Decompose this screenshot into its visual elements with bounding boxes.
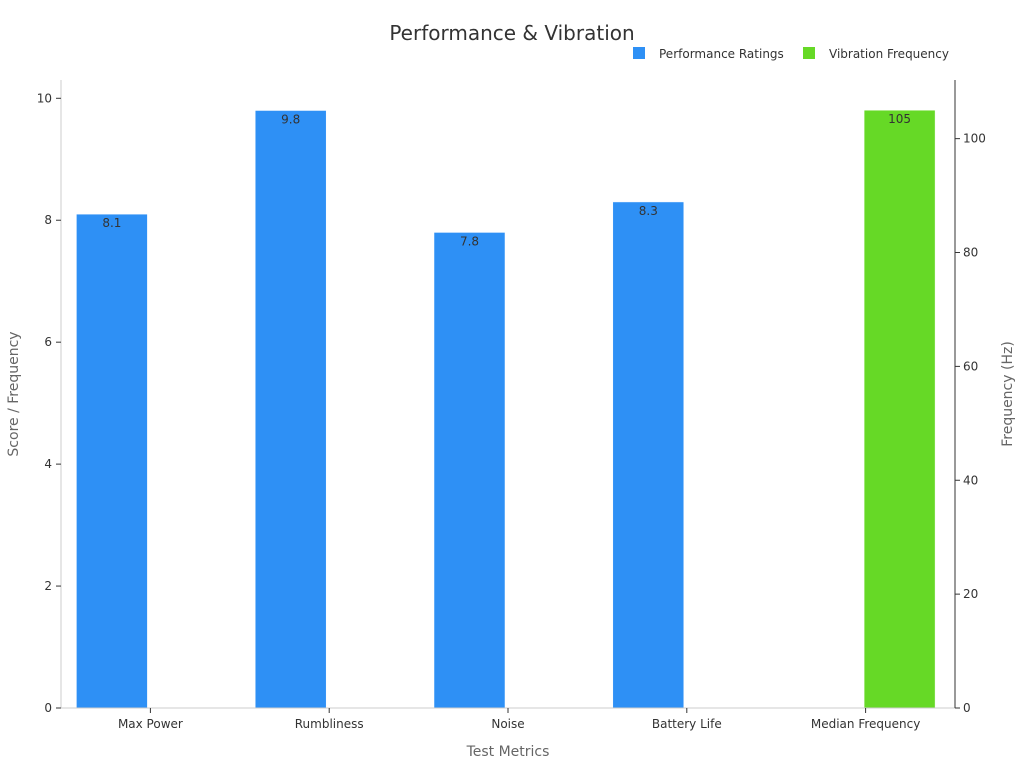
y-tick-label: 8 [44, 213, 52, 227]
y2-axis-ticks: 0 20 40 60 80 100 [955, 132, 986, 715]
legend: Performance Ratings Vibration Frequency [633, 47, 949, 61]
x-tick-label: Noise [491, 717, 524, 731]
y2-tick-label: 0 [963, 701, 971, 715]
y2-tick-label: 40 [963, 473, 978, 487]
x-tick-label: Max Power [118, 717, 183, 731]
data-labels: 8.1 9.8 7.8 8.3 105 [102, 112, 911, 248]
data-label: 8.3 [639, 204, 658, 218]
bars [76, 109, 936, 709]
legend-swatch-vibration-frequency [803, 47, 815, 59]
y2-tick-label: 60 [963, 359, 978, 373]
data-label: 8.1 [102, 216, 121, 230]
x-tick-label: Rumbliness [295, 717, 364, 731]
y-tick-label: 4 [44, 457, 52, 471]
bar-median-frequency [863, 109, 936, 709]
y-axis-ticks: 0 2 4 6 8 10 [37, 91, 61, 715]
bar-noise [433, 232, 506, 709]
chart-title: Performance & Vibration [389, 21, 634, 45]
y-axis-title: Score / Frequency [6, 331, 22, 456]
data-label: 105 [888, 112, 911, 126]
y-tick-label: 0 [44, 701, 52, 715]
y-tick-label: 6 [44, 335, 52, 349]
y-tick-label: 10 [37, 91, 52, 105]
y2-tick-label: 20 [963, 587, 978, 601]
y2-tick-label: 100 [963, 132, 986, 146]
x-axis-title: Test Metrics [466, 744, 550, 760]
y2-tick-label: 80 [963, 246, 978, 260]
x-tick-label: Battery Life [652, 717, 722, 731]
legend-label-vibration-frequency: Vibration Frequency [829, 47, 949, 61]
x-tick-label: Median Frequency [811, 717, 920, 731]
bar-max-power [76, 213, 148, 709]
data-label: 9.8 [281, 112, 300, 126]
y2-axis-title: Frequency (Hz) [1000, 341, 1016, 447]
x-axis-ticks: Max Power Rumbliness Noise Battery Life Medi… [118, 708, 920, 731]
bar-rumbliness [254, 110, 327, 709]
y-tick-label: 2 [44, 579, 52, 593]
bar-battery-life [612, 201, 685, 709]
legend-swatch-performance-ratings [633, 47, 645, 59]
legend-label-performance-ratings: Performance Ratings [659, 47, 784, 61]
data-label: 7.8 [460, 234, 479, 248]
